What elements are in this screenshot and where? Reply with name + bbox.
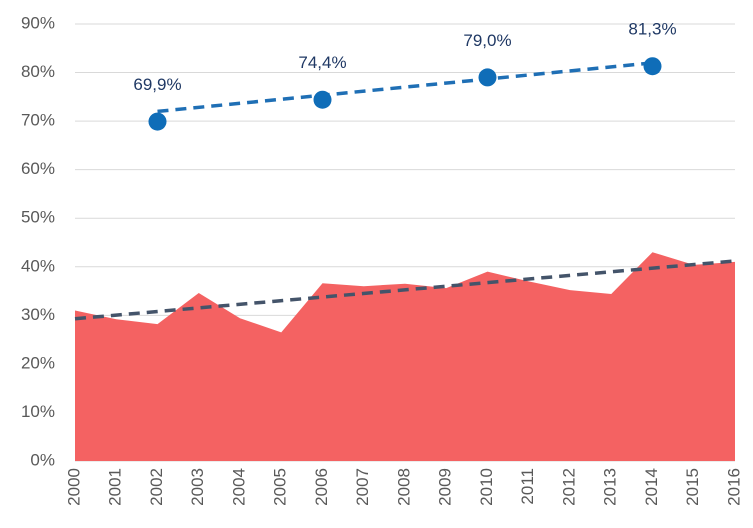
x-tick-label: 2006 xyxy=(312,468,331,506)
data-label: 81,3% xyxy=(628,20,676,39)
y-tick-label: 70% xyxy=(21,111,55,130)
x-tick-label: 2010 xyxy=(477,468,496,506)
data-label: 74,4% xyxy=(298,53,346,72)
point xyxy=(478,68,497,87)
x-tick-label: 2014 xyxy=(642,468,661,506)
x-tick-label: 2016 xyxy=(724,468,743,506)
y-tick-label: 80% xyxy=(21,62,55,81)
x-tick-label: 2012 xyxy=(559,468,578,506)
x-tick-label: 2002 xyxy=(147,468,166,506)
y-tick-label: 20% xyxy=(21,353,55,372)
x-tick-label: 2013 xyxy=(601,468,620,506)
x-tick-label: 2005 xyxy=(271,468,290,506)
data-label: 79,0% xyxy=(463,31,511,50)
y-tick-label: 50% xyxy=(21,208,55,227)
x-tick-label: 2008 xyxy=(394,468,413,506)
y-tick-label: 10% xyxy=(21,402,55,421)
x-tick-label: 2007 xyxy=(353,468,372,506)
y-tick-label: 40% xyxy=(21,256,55,275)
point xyxy=(313,90,332,109)
x-tick-label: 2009 xyxy=(436,468,455,506)
y-tick-label: 90% xyxy=(21,13,55,32)
y-tick-label: 0% xyxy=(30,450,55,469)
data-label: 69,9% xyxy=(133,75,181,94)
x-tick-label: 2001 xyxy=(106,468,125,506)
y-tick-label: 30% xyxy=(21,305,55,324)
area xyxy=(75,252,735,461)
trend-line xyxy=(157,61,653,114)
point xyxy=(643,57,662,76)
x-tick-label: 2000 xyxy=(64,468,83,506)
x-tick-label: 2004 xyxy=(229,468,248,506)
x-tick-label: 2015 xyxy=(683,468,702,506)
trend-line xyxy=(74,259,736,321)
x-tick-label: 2003 xyxy=(188,468,207,506)
y-tick-label: 60% xyxy=(21,159,55,178)
x-tick-label: 2011 xyxy=(518,468,537,505)
point xyxy=(148,112,167,131)
